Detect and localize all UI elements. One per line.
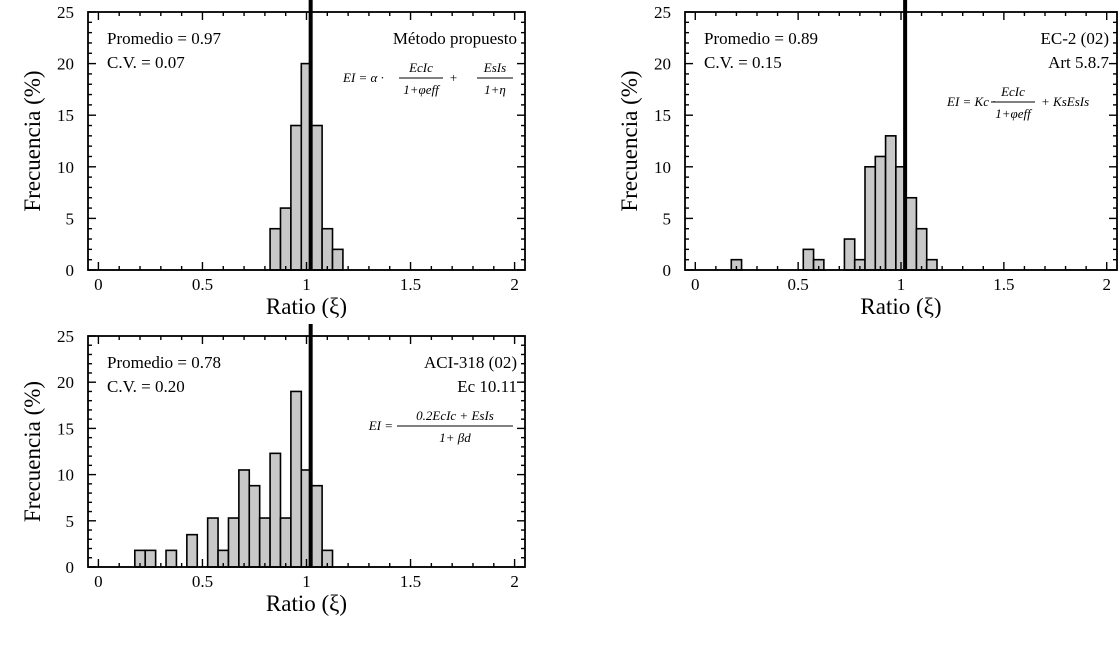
- histogram-bar: [186, 533, 199, 568]
- x-tick-label: 1.5: [400, 275, 421, 294]
- y-tick-label: 5: [66, 209, 75, 228]
- histogram-panel-ec2: 0 0.5 1 1.5 2 0 5 10 15 20 25 Ratio (ξ) Frecuencia (…: [595, 0, 1119, 319]
- method-label: Ec 10.11: [457, 377, 517, 396]
- histogram-bar: [269, 227, 282, 271]
- formula-denominator: 1+φeff: [995, 106, 1033, 121]
- histogram-bar: [905, 196, 918, 271]
- histogram-bar: [279, 207, 292, 271]
- y-tick-label: 10: [57, 158, 74, 177]
- cv-label: C.V. = 0.20: [107, 377, 185, 396]
- formula-numerator: 0.2EcIc + EsIs: [416, 408, 494, 423]
- histogram-panel-aci318: 0 0.5 1 1.5 2 0 5 10 15 20 25 Ratio (ξ) Frecuencia (…: [0, 322, 540, 642]
- x-tick-label: 0: [94, 572, 103, 591]
- y-tick-label: 5: [663, 209, 672, 228]
- y-tick-label: 25: [57, 3, 74, 22]
- histogram-bar: [227, 517, 240, 568]
- histogram-bar: [269, 452, 282, 568]
- formula-lhs: EI = α ·: [342, 70, 384, 85]
- formula-denominator: 1+η: [484, 82, 506, 97]
- histogram-panel-metodo-propuesto: 0 0.5 1 1.5 2 0 5 10 15 20 25 Ratio (ξ) Frecuencia (…: [0, 0, 540, 319]
- histogram-bar: [258, 517, 271, 568]
- x-tick-label: 1: [302, 572, 311, 591]
- x-tick-label: 1: [302, 275, 311, 294]
- formula-lhs: EI = Kc ·: [946, 94, 995, 109]
- method-label: ACI-318 (02): [424, 353, 517, 372]
- histogram-bar: [331, 248, 344, 271]
- histogram-bar: [290, 124, 303, 271]
- formula-numerator: EcIc: [1000, 84, 1025, 99]
- histogram-bar: [310, 484, 323, 568]
- y-tick-label: 15: [57, 419, 74, 438]
- histogram-bar: [802, 248, 815, 271]
- y-tick-label: 20: [654, 55, 671, 74]
- histogram-bar: [843, 238, 856, 271]
- y-tick-label: 20: [57, 55, 74, 74]
- formula-denominator: 1+ βd: [439, 430, 471, 445]
- x-tick-label: 0.5: [192, 572, 213, 591]
- y-axis-title: Frecuencia (%): [20, 70, 45, 211]
- cv-label: C.V. = 0.07: [107, 53, 185, 72]
- mean-label: Promedio = 0.78: [107, 353, 221, 372]
- y-tick-label: 0: [66, 558, 75, 577]
- x-tick-label: 2: [510, 275, 519, 294]
- mean-label: Promedio = 0.89: [704, 29, 818, 48]
- y-tick-label: 25: [654, 3, 671, 22]
- method-label: EC-2 (02): [1041, 29, 1109, 48]
- formula-plus: +: [449, 70, 458, 85]
- x-axis-title: Ratio (ξ): [266, 294, 347, 318]
- formula-denominator: 1+φeff: [403, 82, 441, 97]
- x-tick-label: 1.5: [993, 275, 1014, 294]
- mean-label: Promedio = 0.97: [107, 29, 221, 48]
- y-tick-label: 10: [57, 466, 74, 485]
- formula-numerator: EsIs: [483, 60, 506, 75]
- y-tick-label: 10: [654, 158, 671, 177]
- method-label: Método propuesto: [393, 29, 517, 48]
- y-tick-label: 15: [654, 106, 671, 125]
- cv-label: C.V. = 0.15: [704, 53, 782, 72]
- y-axis-title: Frecuencia (%): [20, 381, 45, 522]
- histogram-bar: [144, 549, 157, 568]
- y-tick-label: 20: [57, 373, 74, 392]
- formula-numerator: EcIc: [408, 60, 433, 75]
- histogram-bar: [915, 227, 928, 271]
- histogram-bar: [310, 124, 323, 271]
- x-tick-label: 2: [1102, 275, 1111, 294]
- histogram-bar: [290, 390, 303, 568]
- x-tick-label: 0: [94, 275, 103, 294]
- y-tick-label: 15: [57, 106, 74, 125]
- histogram-bar: [925, 258, 938, 271]
- x-axis-title: Ratio (ξ): [266, 591, 347, 616]
- x-tick-label: 0.5: [788, 275, 809, 294]
- x-tick-label: 0: [691, 275, 700, 294]
- x-tick-label: 1: [897, 275, 906, 294]
- formula-lhs: EI =: [368, 418, 393, 433]
- method-label: Art 5.8.7: [1048, 53, 1109, 72]
- formula-plus: + KsEsIs: [1041, 94, 1089, 109]
- histogram-bar: [874, 155, 887, 271]
- y-axis-title: Frecuencia (%): [617, 70, 642, 211]
- x-tick-label: 1.5: [400, 572, 421, 591]
- x-tick-label: 2: [510, 572, 519, 591]
- y-tick-label: 5: [66, 512, 75, 531]
- histogram-bar: [321, 227, 334, 271]
- histogram-bar: [279, 517, 292, 568]
- histogram-bar: [238, 469, 251, 568]
- histogram-bar: [206, 517, 219, 568]
- y-tick-label: 0: [66, 261, 75, 280]
- x-tick-label: 0.5: [192, 275, 213, 294]
- y-tick-label: 25: [57, 327, 74, 346]
- histogram-bar: [864, 166, 877, 271]
- histogram-bar: [884, 135, 897, 271]
- x-axis-title: Ratio (ξ): [860, 294, 941, 318]
- y-tick-label: 0: [663, 261, 672, 280]
- histogram-bar: [248, 484, 261, 568]
- histogram-bar: [165, 549, 178, 568]
